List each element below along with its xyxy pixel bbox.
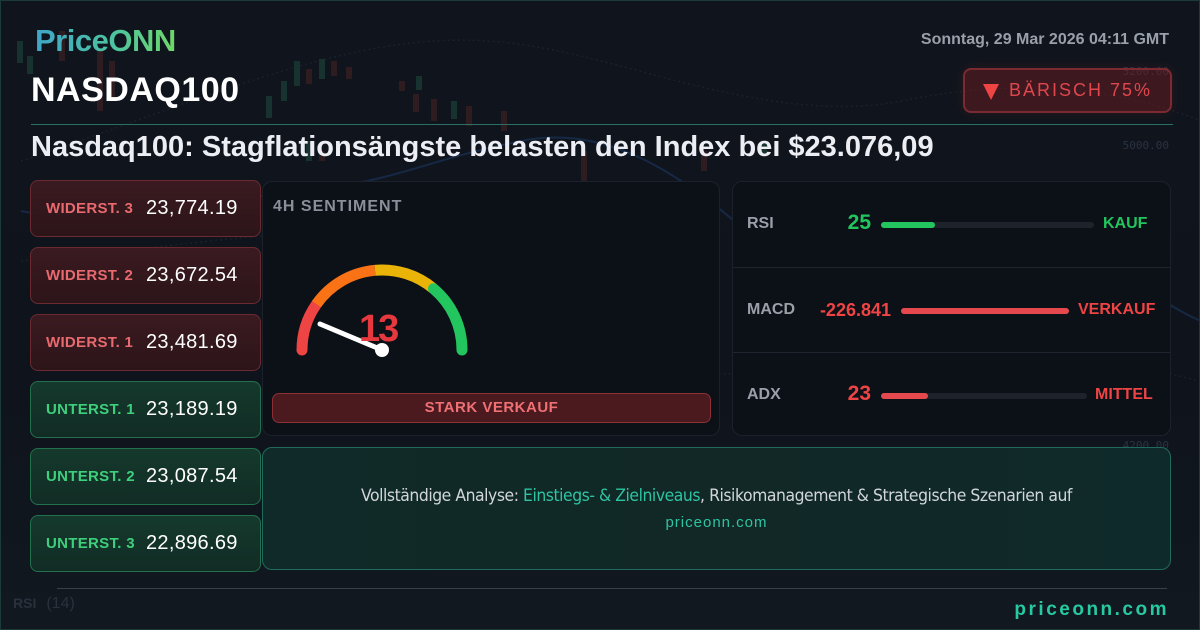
sentiment-title: 4H SENTIMENT <box>273 198 403 215</box>
indicator-row-rsi: RSI 25 KAUF <box>733 182 1170 267</box>
footer-url[interactable]: priceonn.com <box>1014 599 1169 620</box>
symbol-title: NASDAQ100 <box>31 71 240 109</box>
resistance-level-2: WIDERST. 2 23,672.54 <box>30 247 261 304</box>
indicator-bar <box>881 222 1094 228</box>
sentiment-badge: BÄRISCH 75% <box>963 68 1172 113</box>
indicator-bar <box>901 308 1069 314</box>
level-value: 23,481.69 <box>146 331 238 353</box>
analysis-cta[interactable]: Vollständige Analyse: Einstiegs- & Zieln… <box>262 447 1171 570</box>
support-level-2: UNTERST. 2 23,087.54 <box>30 448 261 505</box>
indicator-signal: KAUF <box>1103 215 1148 232</box>
indicator-row-macd: MACD -226.841 VERKAUF <box>733 267 1170 352</box>
indicator-value: -226.841 <box>819 300 891 320</box>
indicator-value: 25 <box>847 211 871 234</box>
level-label: WIDERST. 2 <box>46 267 134 284</box>
level-value: 23,672.54 <box>146 264 238 286</box>
indicator-value: 23 <box>847 382 871 405</box>
sentiment-gauge-icon <box>296 264 468 357</box>
headline: Nasdaq100: Stagflationsängste belasten d… <box>31 131 934 163</box>
timestamp: Sonntag, 29 Mar 2026 04:11 GMT <box>920 31 1169 48</box>
indicator-name: ADX <box>747 386 781 403</box>
level-value: 23,189.19 <box>146 398 238 420</box>
level-label: UNTERST. 2 <box>46 468 135 485</box>
sentiment-value: 13 <box>359 308 399 350</box>
level-label: WIDERST. 3 <box>46 200 134 217</box>
cta-text: Vollständige Analyse: Einstiegs- & Zieln… <box>361 486 1072 506</box>
sentiment-verdict: STARK VERKAUF <box>272 393 711 423</box>
level-value: 23,087.54 <box>146 465 238 487</box>
level-label: UNTERST. 1 <box>46 401 135 418</box>
cta-link[interactable]: priceonn.com <box>665 514 768 531</box>
indicator-bar-fill <box>881 393 928 399</box>
indicator-row-adx: ADX 23 MITTEL <box>733 352 1170 437</box>
indicator-name: RSI <box>747 215 774 232</box>
indicator-bar <box>881 393 1087 399</box>
bg-price-label: 5000.00 <box>1122 139 1169 152</box>
level-label: WIDERST. 1 <box>46 334 134 351</box>
cta-highlight: Einstiegs- & Zielniveaus <box>523 486 701 506</box>
support-resistance-list: WIDERST. 3 23,774.19 WIDERST. 2 23,672.5… <box>30 180 261 582</box>
sentiment-card: 4H SENTIMENT 13 STARK VERKAUF <box>262 181 720 436</box>
brand-logo: PriceONN <box>35 23 176 58</box>
bg-indicator-label: RSI (14) <box>13 595 75 612</box>
indicator-bar-fill <box>901 308 1069 314</box>
support-level-1: UNTERST. 1 23,189.19 <box>30 381 261 438</box>
badge-label: BÄRISCH 75% <box>1008 80 1153 100</box>
level-label: UNTERST. 3 <box>46 535 135 552</box>
indicator-signal: VERKAUF <box>1078 301 1156 318</box>
resistance-level-1: WIDERST. 1 23,481.69 <box>30 314 261 371</box>
indicator-signal: MITTEL <box>1095 386 1153 403</box>
level-value: 22,896.69 <box>146 532 238 554</box>
resistance-level-3: WIDERST. 3 23,774.19 <box>30 180 261 237</box>
support-level-3: UNTERST. 3 22,896.69 <box>30 515 261 572</box>
footer-divider <box>57 588 1167 589</box>
indicators-card: RSI 25 KAUF MACD -226.841 VERKAUF ADX 23… <box>732 181 1171 436</box>
indicator-name: MACD <box>747 301 795 318</box>
indicator-bar-fill <box>881 222 935 228</box>
level-value: 23,774.19 <box>146 197 238 219</box>
triangle-down-icon <box>982 83 999 100</box>
header-divider <box>31 124 1173 125</box>
